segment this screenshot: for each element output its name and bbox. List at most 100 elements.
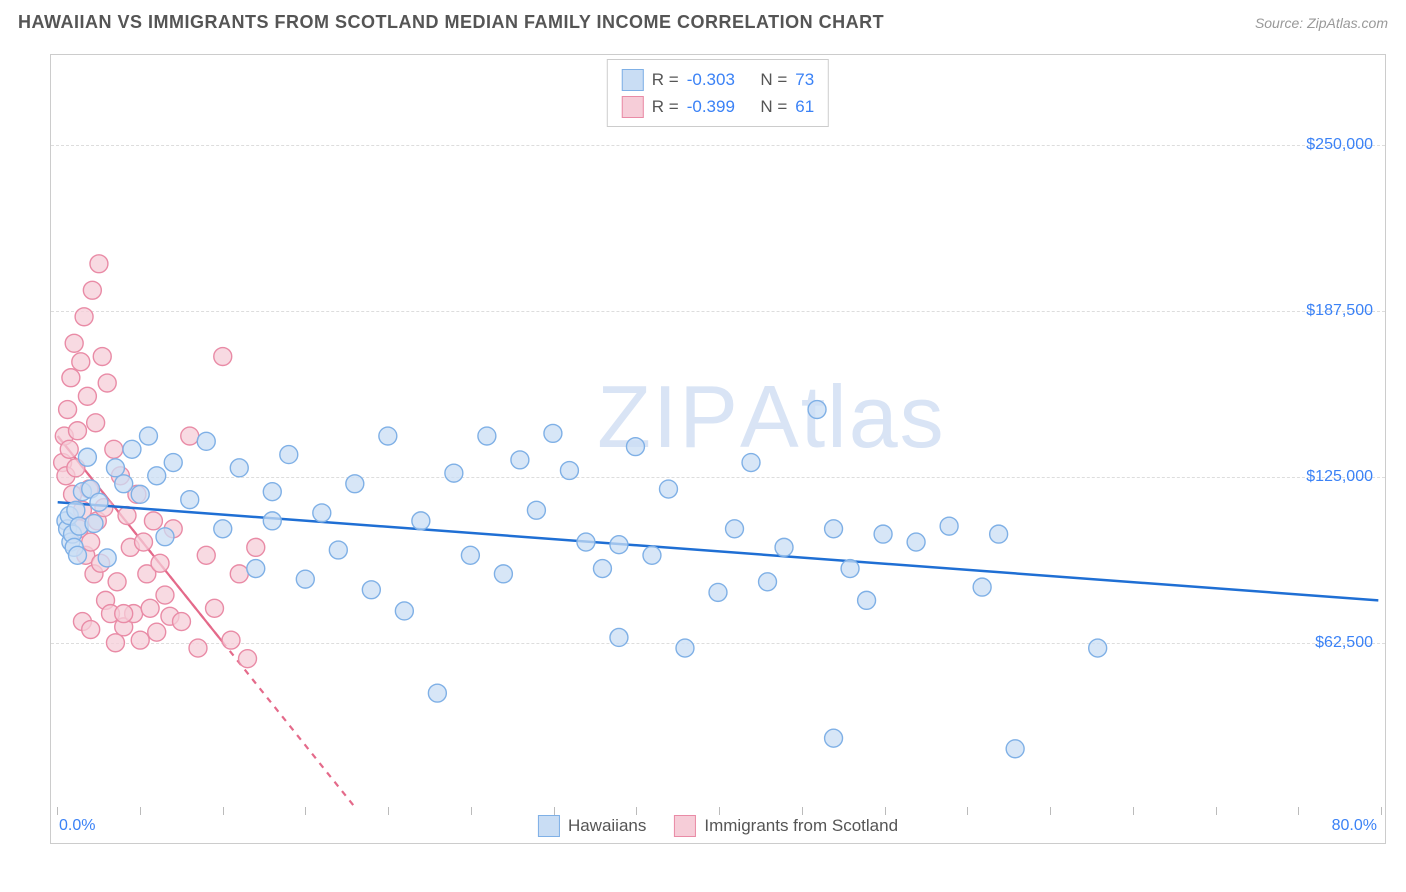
data-point-hawaiians (69, 546, 87, 564)
data-point-hawaiians (329, 541, 347, 559)
n-label: N = (760, 93, 787, 120)
data-point-hawaiians (610, 536, 628, 554)
data-point-hawaiians (990, 525, 1008, 543)
data-point-hawaiians (428, 684, 446, 702)
data-point-scotland (98, 374, 116, 392)
data-point-scotland (83, 281, 101, 299)
data-point-scotland (206, 599, 224, 617)
scatter-plot-svg (51, 55, 1385, 843)
data-point-scotland (87, 414, 105, 432)
data-point-hawaiians (973, 578, 991, 596)
data-point-hawaiians (940, 517, 958, 535)
data-point-hawaiians (395, 602, 413, 620)
data-point-scotland (222, 631, 240, 649)
chart-title: HAWAIIAN VS IMMIGRANTS FROM SCOTLAND MED… (18, 12, 884, 33)
swatch-series1 (622, 69, 644, 91)
data-point-hawaiians (709, 583, 727, 601)
data-point-hawaiians (1006, 740, 1024, 758)
data-point-hawaiians (85, 515, 103, 533)
data-point-hawaiians (626, 438, 644, 456)
x-axis-max-label: 80.0% (1332, 817, 1377, 835)
data-point-hawaiians (313, 504, 331, 522)
data-point-hawaiians (156, 528, 174, 546)
data-point-hawaiians (742, 454, 760, 472)
legend-label-series2: Immigrants from Scotland (704, 816, 898, 836)
data-point-hawaiians (214, 520, 232, 538)
data-point-hawaiians (825, 729, 843, 747)
data-point-scotland (118, 507, 136, 525)
data-point-hawaiians (90, 493, 108, 511)
data-point-hawaiians (123, 440, 141, 458)
data-point-scotland (247, 538, 265, 556)
data-point-hawaiians (858, 591, 876, 609)
data-point-hawaiians (726, 520, 744, 538)
data-point-scotland (173, 613, 191, 631)
data-point-hawaiians (230, 459, 248, 477)
n-value-series1: 73 (795, 66, 814, 93)
data-point-hawaiians (494, 565, 512, 583)
n-value-series2: 61 (795, 93, 814, 120)
data-point-hawaiians (139, 427, 157, 445)
data-point-scotland (197, 546, 215, 564)
data-point-hawaiians (181, 491, 199, 509)
x-axis-min-label: 0.0% (59, 817, 95, 835)
data-point-hawaiians (577, 533, 595, 551)
data-point-hawaiians (445, 464, 463, 482)
data-point-hawaiians (106, 459, 124, 477)
data-point-scotland (230, 565, 248, 583)
data-point-hawaiians (544, 424, 562, 442)
data-point-hawaiians (907, 533, 925, 551)
data-point-scotland (144, 512, 162, 530)
swatch-series2 (622, 96, 644, 118)
legend-swatch-series2 (674, 815, 696, 837)
data-point-hawaiians (610, 628, 628, 646)
data-point-scotland (69, 422, 87, 440)
data-point-hawaiians (263, 483, 281, 501)
data-point-scotland (151, 554, 169, 572)
data-point-scotland (214, 348, 232, 366)
data-point-hawaiians (659, 480, 677, 498)
data-point-scotland (72, 353, 90, 371)
data-point-scotland (75, 308, 93, 326)
data-point-hawaiians (148, 467, 166, 485)
data-point-scotland (189, 639, 207, 657)
data-point-scotland (60, 440, 78, 458)
data-point-hawaiians (478, 427, 496, 445)
data-point-hawaiians (527, 501, 545, 519)
data-point-hawaiians (643, 546, 661, 564)
data-point-hawaiians (379, 427, 397, 445)
data-point-hawaiians (775, 538, 793, 556)
correlation-stats-box: R = -0.303 N = 73 R = -0.399 N = 61 (607, 59, 829, 127)
data-point-scotland (78, 387, 96, 405)
data-point-hawaiians (412, 512, 430, 530)
data-point-scotland (93, 348, 111, 366)
data-point-hawaiians (67, 501, 85, 519)
data-point-hawaiians (115, 475, 133, 493)
r-value-series2: -0.399 (687, 93, 735, 120)
data-point-hawaiians (131, 485, 149, 503)
data-point-hawaiians (808, 401, 826, 419)
data-point-scotland (239, 650, 257, 668)
data-point-hawaiians (461, 546, 479, 564)
data-point-scotland (62, 369, 80, 387)
stats-row-series2: R = -0.399 N = 61 (622, 93, 814, 120)
r-label: R = (652, 66, 679, 93)
r-value-series1: -0.303 (687, 66, 735, 93)
chart-plot-area: ZIPAtlas $62,500$125,000$187,500$250,000… (50, 54, 1386, 844)
data-point-scotland (65, 334, 83, 352)
data-point-scotland (59, 401, 77, 419)
data-point-hawaiians (78, 448, 96, 466)
data-point-hawaiians (164, 454, 182, 472)
data-point-scotland (156, 586, 174, 604)
data-point-hawaiians (759, 573, 777, 591)
data-point-scotland (181, 427, 199, 445)
data-point-scotland (141, 599, 159, 617)
legend-item-series2: Immigrants from Scotland (674, 815, 898, 837)
data-point-hawaiians (511, 451, 529, 469)
data-point-scotland (90, 255, 108, 273)
data-point-hawaiians (1089, 639, 1107, 657)
data-point-hawaiians (263, 512, 281, 530)
data-point-scotland (115, 605, 133, 623)
data-point-hawaiians (593, 560, 611, 578)
data-point-hawaiians (280, 446, 298, 464)
